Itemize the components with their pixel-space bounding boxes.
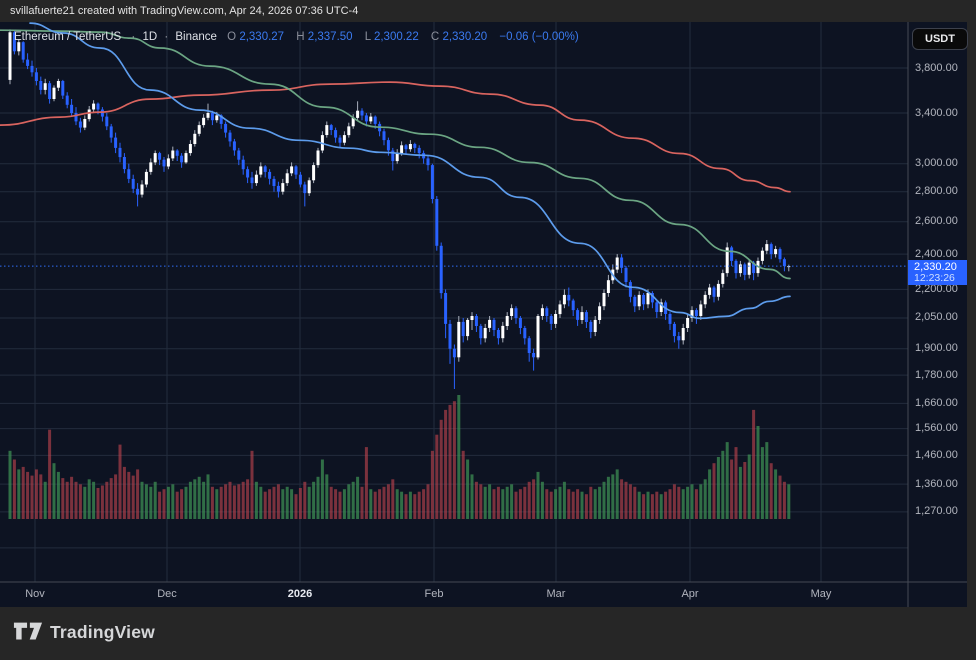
- price-axis-label: 2,400.00: [915, 247, 958, 260]
- time-axis-label: Dec: [157, 588, 177, 600]
- last-price-value: 2,330.20: [914, 261, 957, 274]
- change-value: −0.06 (−0.00%): [499, 31, 579, 43]
- currency-toggle-button[interactable]: USDT: [912, 28, 968, 50]
- tradingview-wordmark: TradingView: [50, 621, 155, 642]
- open-key: O: [227, 31, 237, 43]
- interval-label[interactable]: 1D: [142, 31, 158, 43]
- low-key: L: [364, 31, 371, 43]
- last-price-badge: 2,330.20 12:23:26: [908, 260, 967, 286]
- price-axis[interactable]: 3,800.00 3,400.00 3,000.00 2,800.00 2,600.00…: [908, 22, 967, 582]
- price-axis-label: 3,400.00: [915, 106, 958, 119]
- legend-separator: ·: [131, 31, 136, 43]
- attribution-bar: svillafuerte21 created with TradingView.…: [0, 0, 976, 22]
- time-axis[interactable]: Nov Dec 2026 Feb Mar Apr May: [0, 582, 908, 607]
- price-axis-label: 1,660.00: [915, 396, 958, 409]
- price-axis-label: 3,800.00: [915, 61, 958, 74]
- time-axis-label: Mar: [546, 588, 566, 600]
- close-key: C: [430, 31, 440, 43]
- time-axis-label: Nov: [25, 588, 45, 600]
- high-value: 2,337.50: [307, 31, 353, 43]
- price-axis-label: 3,000.00: [915, 157, 958, 170]
- high-key: H: [296, 31, 305, 43]
- open-value: 2,330.27: [239, 31, 285, 43]
- exchange-label: Binance: [175, 31, 217, 43]
- time-axis-label: Apr: [681, 588, 699, 600]
- time-axis-label: Feb: [424, 588, 444, 600]
- symbol-title[interactable]: Ethereum / TetherUS: [14, 31, 122, 43]
- time-axis-label: 2026: [287, 588, 313, 600]
- bar-countdown: 12:23:26: [914, 272, 955, 285]
- legend-separator: ·: [164, 31, 169, 43]
- price-axis-label: 1,560.00: [915, 422, 958, 435]
- price-axis-label: 1,460.00: [915, 448, 958, 461]
- low-value: 2,300.22: [373, 31, 419, 43]
- chart-legend: Ethereum / TetherUS · 1D · Binance O 2,3…: [14, 31, 583, 43]
- price-axis-label: 1,360.00: [915, 477, 958, 490]
- attribution-text: svillafuerte21 created with TradingView.…: [10, 5, 359, 17]
- price-axis-label: 2,200.00: [915, 282, 958, 295]
- tradingview-logo-icon: [13, 622, 43, 640]
- price-axis-label: 2,050.00: [915, 311, 958, 324]
- price-chart[interactable]: [0, 0, 967, 607]
- close-value: 2,330.20: [442, 31, 488, 43]
- price-axis-label: 1,780.00: [915, 368, 958, 381]
- price-axis-label: 2,800.00: [915, 185, 958, 198]
- footer-logo[interactable]: TradingView: [13, 617, 155, 647]
- price-axis-label: 1,900.00: [915, 342, 958, 355]
- price-axis-label: 2,600.00: [915, 215, 958, 228]
- price-axis-label: 1,270.00: [915, 505, 958, 518]
- time-axis-label: May: [810, 588, 832, 600]
